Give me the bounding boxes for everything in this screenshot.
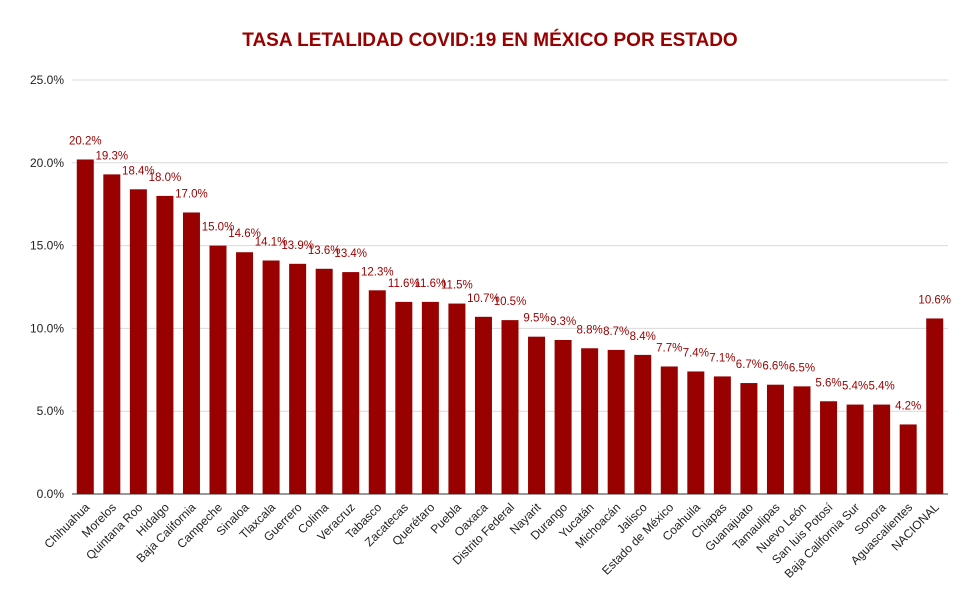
data-label: 14.1% — [255, 237, 288, 249]
bar — [368, 290, 386, 494]
data-label: 13.6% — [308, 245, 341, 257]
y-tick-label: 25.0% — [30, 73, 64, 87]
bar — [713, 376, 731, 494]
data-label: 18.4% — [122, 165, 155, 177]
y-tick-label: 10.0% — [30, 321, 64, 335]
bar — [873, 404, 891, 494]
bar — [236, 252, 254, 494]
data-label: 7.4% — [683, 347, 709, 359]
y-tick-label: 5.0% — [37, 404, 65, 418]
bar — [289, 263, 307, 494]
data-label: 17.0% — [175, 188, 208, 200]
data-label: 7.1% — [709, 352, 735, 364]
bar — [76, 159, 94, 494]
data-label: 10.5% — [494, 296, 527, 308]
bar — [740, 383, 758, 494]
bar — [103, 174, 121, 494]
bar — [209, 245, 227, 494]
data-label: 11.6% — [388, 278, 420, 290]
bar — [262, 260, 280, 494]
y-tick-label: 0.0% — [37, 487, 65, 501]
bar — [899, 424, 917, 494]
bar — [421, 301, 439, 494]
data-label: 13.4% — [334, 248, 367, 260]
data-label: 9.3% — [550, 316, 576, 328]
data-label: 20.2% — [69, 135, 102, 147]
bar — [448, 303, 466, 494]
bar — [634, 354, 652, 494]
bar — [474, 316, 492, 494]
bar — [846, 404, 864, 494]
data-label: 12.3% — [361, 266, 394, 278]
data-label: 5.6% — [815, 377, 841, 389]
data-label: 8.7% — [603, 326, 629, 338]
data-label: 6.7% — [736, 359, 762, 371]
data-label: 7.7% — [656, 342, 682, 354]
data-label: 5.4% — [842, 381, 868, 393]
bar — [129, 189, 147, 494]
y-tick-label: 20.0% — [30, 156, 64, 170]
chart-title: TASA LETALIDAD COVID:19 EN MÉXICO POR ES… — [242, 30, 738, 51]
data-label: 11.5% — [441, 280, 473, 292]
data-label: 13.9% — [281, 240, 314, 252]
bar — [182, 212, 200, 495]
data-label: 5.4% — [869, 381, 895, 393]
data-label: 18.0% — [149, 172, 182, 184]
bar — [554, 339, 572, 494]
data-label: 10.7% — [467, 293, 500, 305]
data-label: 8.4% — [630, 331, 656, 343]
y-tick-label: 15.0% — [30, 239, 64, 253]
bar — [315, 268, 333, 494]
bar — [342, 272, 360, 494]
bar — [395, 301, 413, 494]
bar — [687, 371, 705, 494]
data-label: 8.8% — [577, 324, 603, 336]
bar — [607, 349, 625, 494]
data-label: 6.5% — [789, 362, 815, 374]
data-label: 10.6% — [918, 294, 951, 306]
data-label: 4.2% — [895, 400, 921, 412]
bar — [820, 401, 838, 494]
data-label: 15.0% — [202, 222, 235, 234]
bar — [926, 318, 944, 494]
bar — [528, 336, 546, 494]
bar — [766, 384, 784, 494]
data-label: 11.6% — [414, 278, 446, 290]
data-label: 19.3% — [96, 150, 129, 162]
bar — [793, 386, 811, 494]
bar — [660, 366, 678, 494]
data-label: 9.5% — [523, 313, 549, 325]
bar — [501, 320, 519, 494]
bar — [581, 348, 599, 494]
data-label: 6.6% — [762, 361, 788, 373]
data-label: 14.6% — [228, 228, 261, 240]
bar — [156, 195, 174, 495]
